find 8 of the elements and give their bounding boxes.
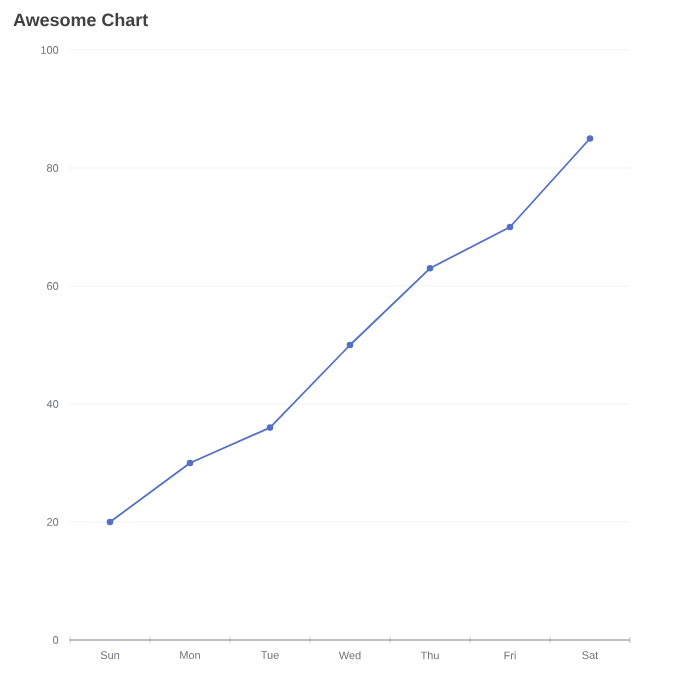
point xyxy=(586,135,594,142)
point xyxy=(506,223,514,231)
point xyxy=(186,459,194,467)
point xyxy=(106,518,114,526)
point xyxy=(426,265,434,272)
point xyxy=(266,424,274,431)
chart-title: Awesome Chart xyxy=(13,13,148,27)
point xyxy=(346,341,354,349)
